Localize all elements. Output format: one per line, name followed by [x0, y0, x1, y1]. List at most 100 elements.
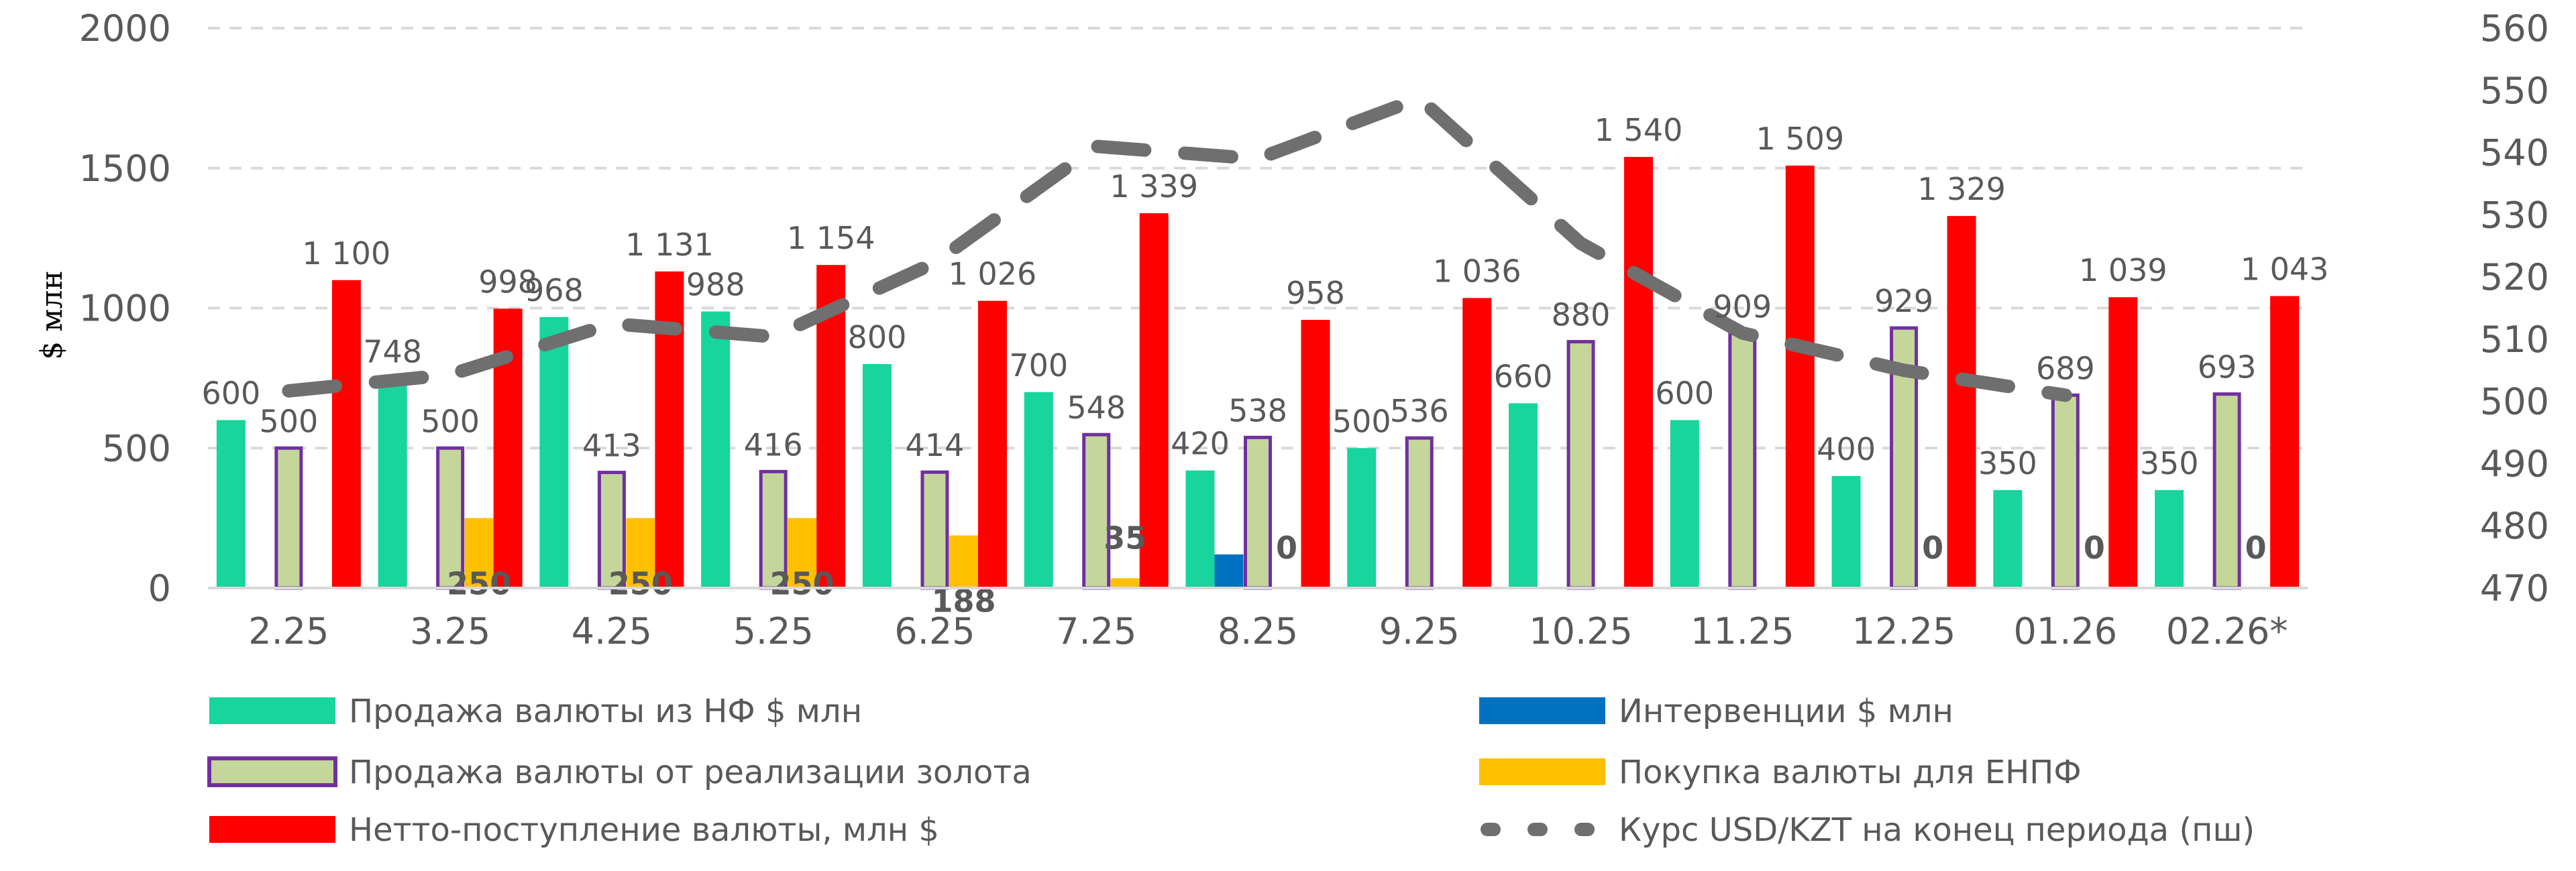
data-label: 538: [1228, 392, 1287, 428]
y2-tick-label: 520: [2480, 256, 2549, 298]
data-label: 660: [1494, 358, 1553, 394]
x-tick-label: 12.25: [1852, 610, 1956, 652]
bar: [1024, 392, 1053, 588]
data-label: 909: [1713, 288, 1772, 325]
bar: [2051, 393, 2080, 590]
bar: [378, 378, 407, 588]
data-label: 1 100: [303, 235, 391, 272]
bar: [216, 420, 246, 588]
bar: [436, 446, 465, 590]
bar: [1139, 213, 1169, 588]
y2-tick-label: 500: [2480, 381, 2549, 423]
data-label: 1 131: [625, 227, 714, 263]
data-label: 968: [525, 272, 584, 308]
bar: [2212, 392, 2241, 590]
bar: [977, 300, 1007, 588]
bar: [920, 470, 949, 590]
legend-label: Продажа валюты из НФ $ млн: [349, 693, 862, 730]
y2-tick-label: 470: [2480, 567, 2549, 609]
bar: [1244, 435, 1272, 590]
x-tick-label: 7.25: [1056, 610, 1136, 652]
bar: [1993, 489, 2023, 588]
x-tick-label: 01.26: [2014, 610, 2118, 652]
data-label: 1 540: [1595, 112, 1683, 148]
data-label: 929: [1874, 283, 1933, 319]
data-label: 0: [1276, 530, 1297, 566]
bars: [216, 157, 2300, 590]
data-label: 748: [363, 334, 422, 370]
y-tick-label: 500: [102, 427, 171, 469]
data-label: 958: [1286, 275, 1345, 311]
legend-item: Интервенции $ млн: [1479, 693, 1953, 730]
data-label: 536: [1390, 393, 1449, 429]
bar: [626, 518, 655, 588]
legend-item: Курс USD/KZT на конец периода (пш): [1481, 811, 2255, 849]
x-tick-label: 2.25: [248, 610, 329, 652]
x-tick-label: 02.26*: [2166, 610, 2288, 652]
bar: [1110, 578, 1140, 588]
legend-swatch: [207, 756, 337, 787]
bar: [274, 446, 303, 590]
y2-tick-label: 530: [2480, 194, 2549, 236]
bar: [1670, 420, 1699, 588]
data-label: 1 329: [1917, 171, 2006, 207]
bar: [539, 316, 569, 588]
bar: [1347, 448, 1377, 588]
y2-tick-label: 540: [2480, 132, 2549, 174]
x-tick-label: 10.25: [1529, 610, 1633, 652]
bar: [1624, 157, 1654, 589]
x-tick-label: 5.25: [733, 610, 814, 652]
data-label: 548: [1067, 390, 1126, 426]
data-label: 1 036: [1433, 253, 1521, 289]
data-label: 0: [2245, 530, 2267, 566]
y2-tick-label: 490: [2480, 443, 2549, 485]
bar: [1214, 554, 1244, 588]
bar: [1728, 331, 1757, 590]
legend-item: Покупка валюты для ЕНПФ: [1479, 754, 2082, 791]
x-tick-label: 9.25: [1379, 610, 1460, 652]
legend-label: Нетто-поступление валюты, млн $: [349, 811, 939, 849]
data-label: 250: [447, 566, 511, 602]
y2-tick-label: 510: [2480, 318, 2549, 361]
data-label: 689: [2036, 350, 2095, 386]
data-label: 1 043: [2241, 251, 2329, 288]
bar: [1082, 432, 1111, 590]
legend-swatch: [1479, 758, 1605, 785]
bar: [1509, 403, 1538, 588]
data-label: 35: [1104, 520, 1146, 556]
x-tick-label: 8.25: [1218, 610, 1298, 652]
bar: [1462, 298, 1492, 588]
axes: 0 500 1000 1500 2000 470 480 490 500 510 520 530 540…: [79, 7, 2549, 652]
bar: [862, 364, 892, 588]
data-label: 1 339: [1110, 168, 1198, 205]
legend: Продажа валюты из НФ $ млн Интервенции $ …: [207, 693, 2255, 849]
data-label: 250: [770, 566, 835, 602]
bar: [701, 311, 731, 588]
legend-label: Покупка валюты для ЕНПФ: [1619, 754, 2082, 791]
data-label: 998: [478, 264, 537, 300]
data-label: 693: [2198, 349, 2257, 386]
legend-swatch: [209, 697, 335, 724]
y2-tick-label: 560: [2480, 7, 2549, 50]
data-label: 1 154: [787, 220, 875, 256]
bar: [949, 535, 978, 588]
data-label: 700: [1009, 347, 1068, 384]
data-label: 250: [608, 566, 673, 602]
y-tick-label: 2000: [79, 7, 171, 50]
bar: [2270, 296, 2300, 588]
bar: [1405, 436, 1434, 590]
data-label: 500: [1332, 403, 1391, 439]
data-label: 1 039: [2079, 252, 2167, 288]
data-label: 988: [686, 267, 745, 303]
bar: [2155, 489, 2184, 588]
bar: [1566, 340, 1595, 590]
data-label: 1 026: [949, 256, 1037, 292]
data-label: 500: [259, 403, 318, 439]
legend-label: Продажа валюты от реализации золота: [349, 754, 1032, 791]
data-label: 800: [848, 319, 907, 355]
bar: [464, 518, 494, 588]
legend-label: Курс USD/KZT на конец периода (пш): [1619, 811, 2255, 849]
exchange-rate-line: [282, 91, 2072, 402]
